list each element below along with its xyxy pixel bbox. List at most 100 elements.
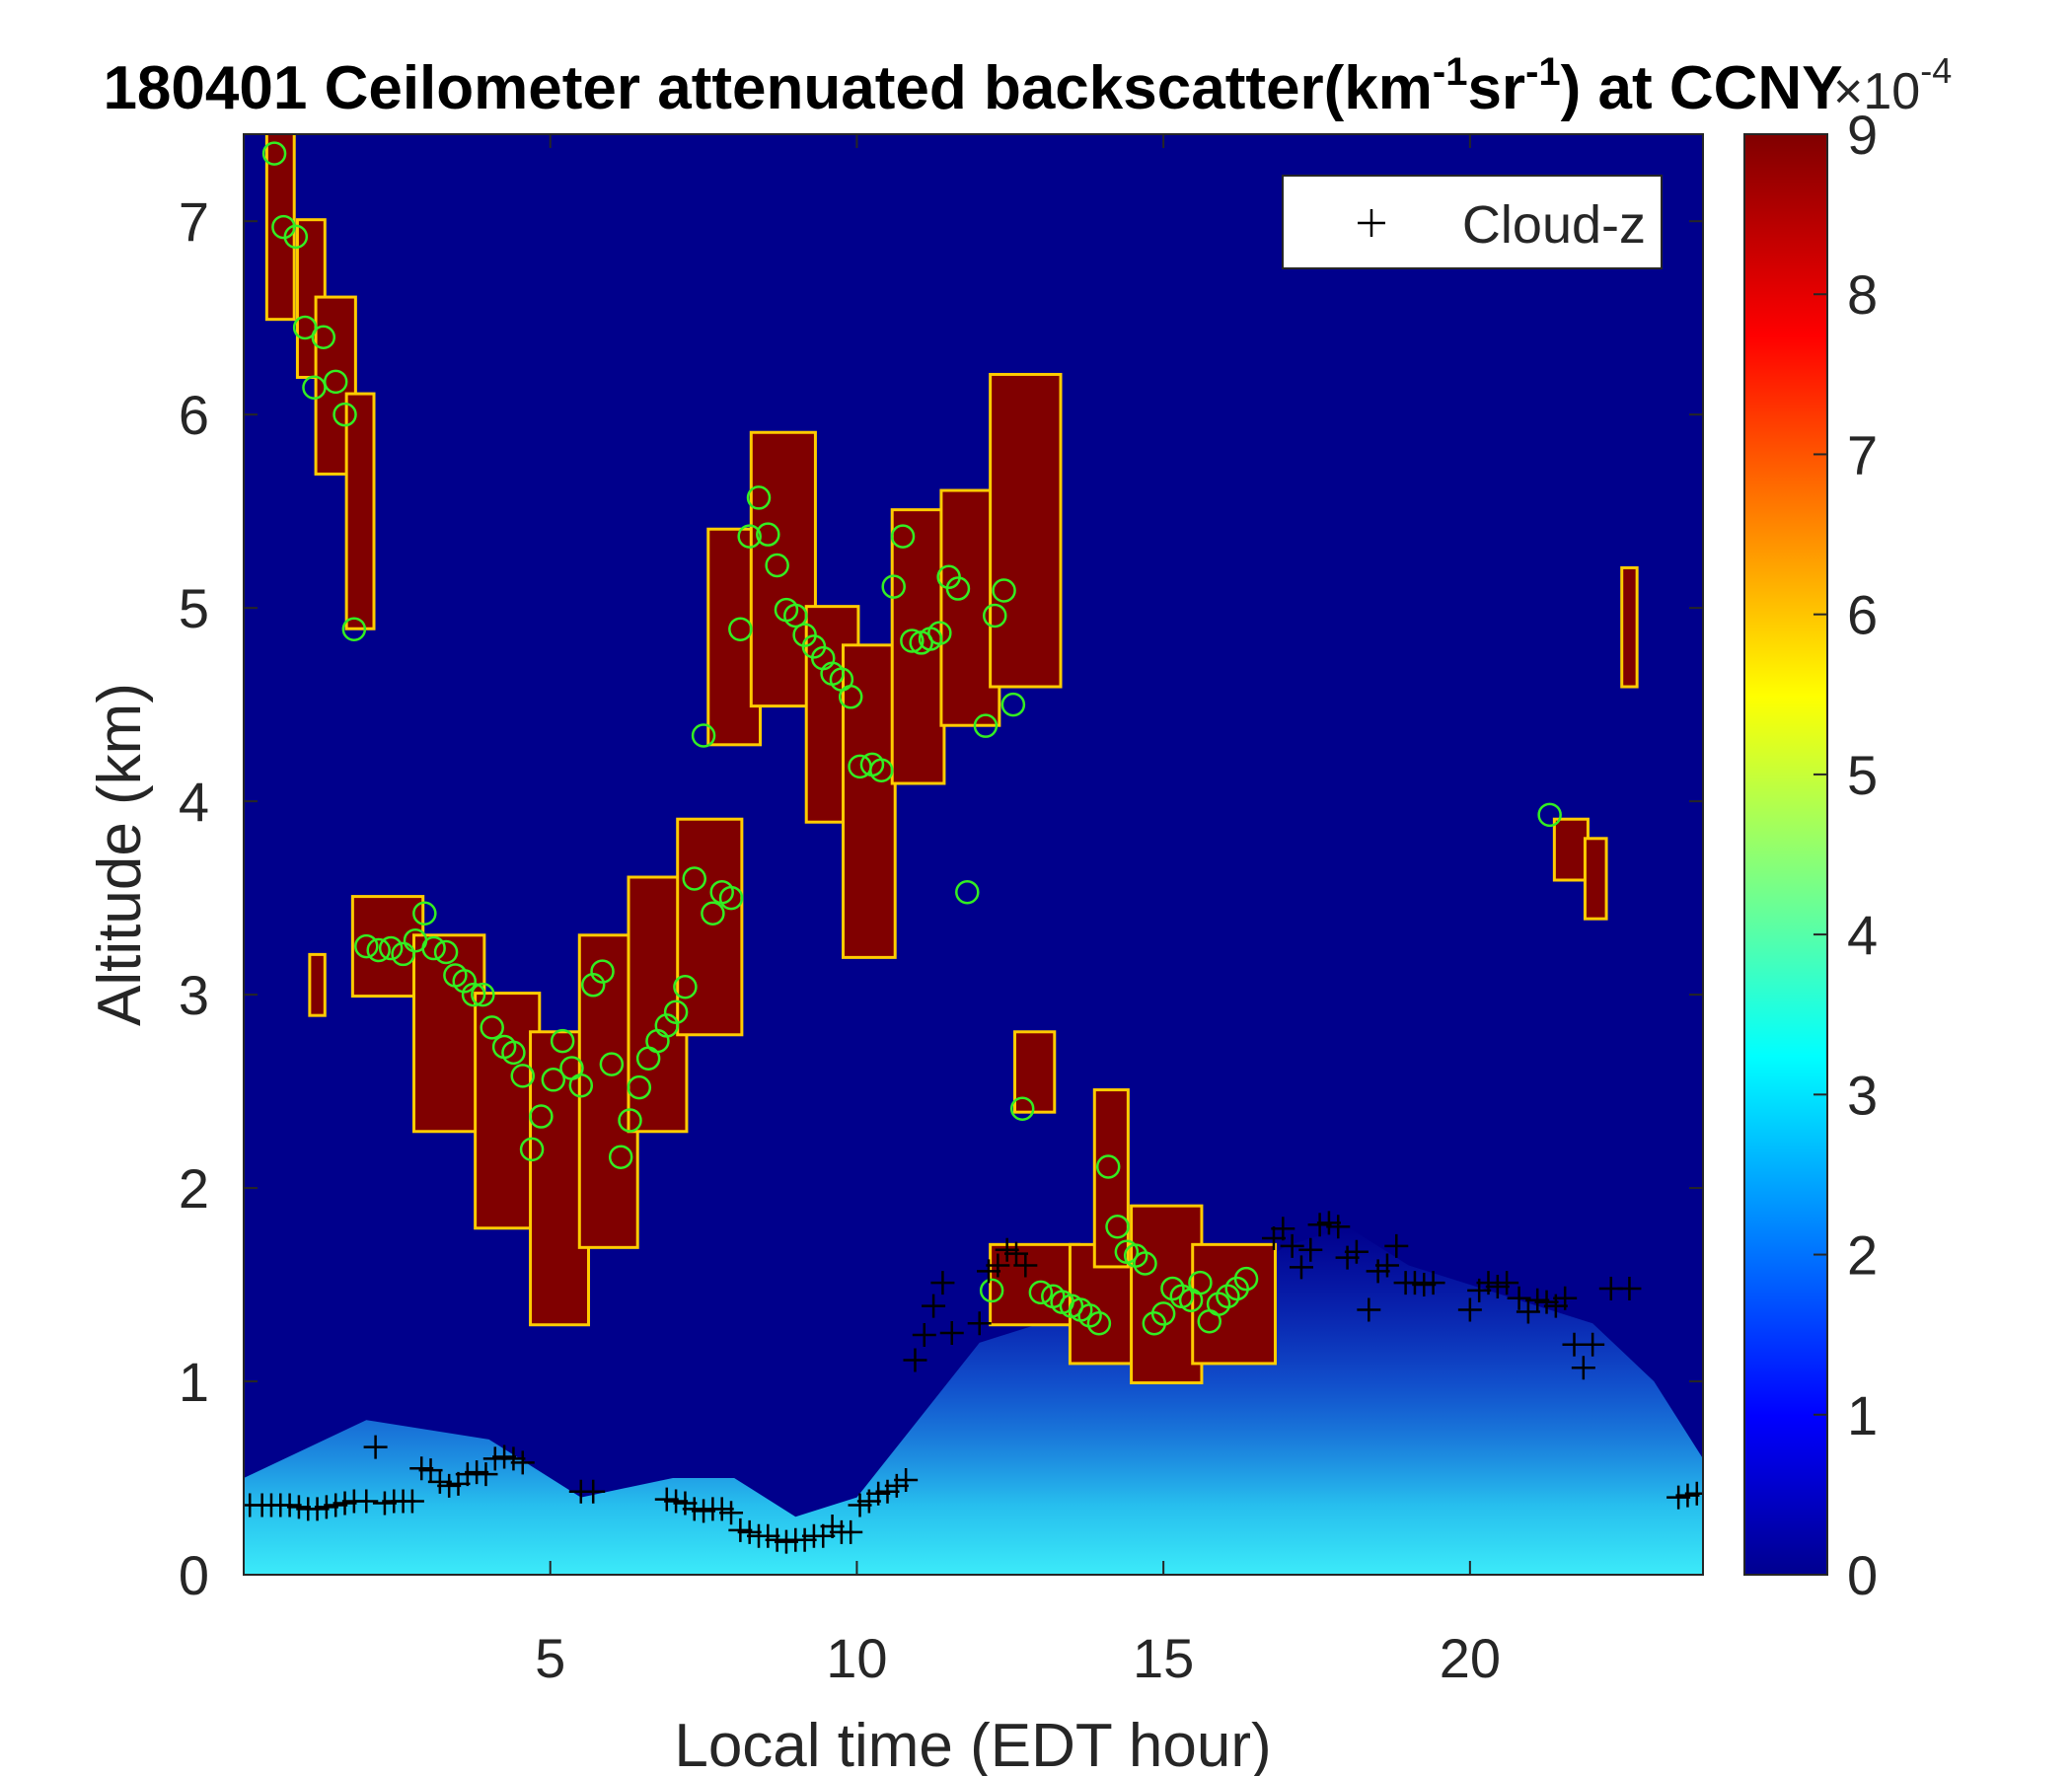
cloud-z-marker <box>314 1495 338 1519</box>
cloud-z-marker <box>654 1487 679 1512</box>
colorbar-tick-label: 3 <box>1847 1064 1878 1126</box>
green-marker <box>900 629 925 653</box>
cloud-z-marker <box>692 1499 716 1523</box>
green-marker <box>945 576 971 601</box>
cloud-z-marker <box>673 1491 698 1516</box>
aerosol-layer <box>244 1226 1703 1575</box>
green-marker <box>510 1064 535 1088</box>
cloud-layer-16 <box>893 511 943 782</box>
cloud-layer-13 <box>752 433 814 705</box>
chart-title: 180401 Ceilometer attenuated backscatter… <box>103 50 1842 122</box>
colorbar-tick-label: 6 <box>1847 584 1878 646</box>
legend: Cloud-z <box>1282 175 1663 269</box>
green-marker <box>452 969 477 994</box>
green-marker <box>302 375 327 400</box>
cloud-z-marker <box>1262 1226 1286 1251</box>
colorbar: 0 1 2 3 4 5 6 7 8 9 ×10-4 <box>1743 50 1952 1606</box>
green-marker <box>654 1013 680 1038</box>
y-tick-label: 0 <box>179 1544 209 1606</box>
green-markers <box>261 141 1562 1336</box>
green-marker <box>756 522 780 547</box>
colorbar-tick-label: 1 <box>1847 1384 1878 1446</box>
green-marker <box>838 685 863 709</box>
y-tick-label: 1 <box>179 1351 209 1413</box>
green-marker <box>701 901 725 926</box>
cloud-z-marker <box>1666 1485 1691 1510</box>
green-marker <box>292 315 318 340</box>
green-marker <box>412 901 437 926</box>
y-axis-label: Altitude (km) <box>86 683 154 1026</box>
cloud-z-marker <box>728 1517 753 1542</box>
cloud-z-marker <box>1366 1259 1390 1284</box>
cloud-z-marker <box>446 1471 471 1496</box>
cloud-z-marker <box>492 1444 517 1469</box>
cloud-z-marker <box>427 1469 452 1494</box>
green-marker <box>461 982 486 1007</box>
green-marker <box>1537 802 1562 828</box>
cloud-layer-18 <box>992 375 1060 686</box>
green-marker <box>391 941 415 967</box>
cloud-z-marker <box>1617 1276 1642 1300</box>
green-marker <box>1133 1251 1157 1276</box>
green-marker <box>283 224 309 250</box>
colorbar-tick-label: 5 <box>1847 744 1878 806</box>
green-marker <box>765 553 789 578</box>
cloud-z-marker <box>333 1491 357 1516</box>
x-axis-label: Local time (EDT hour) <box>674 1712 1271 1776</box>
plot-frame <box>243 133 1704 1576</box>
green-marker <box>1095 1154 1121 1179</box>
cloud-z-marker <box>977 1259 1001 1284</box>
colorbar-exponent: ×10-4 <box>1833 50 1952 120</box>
y-axis: 0 1 2 3 4 5 6 7 <box>179 190 1703 1606</box>
cloud-z-marker <box>1289 1255 1313 1280</box>
cloud-z-marker <box>1553 1286 1578 1310</box>
cloud-z-marker <box>995 1237 1019 1262</box>
cloud-z-marker <box>400 1489 424 1514</box>
legend-box <box>1282 175 1663 269</box>
green-marker <box>973 713 999 738</box>
legend-cloud-z-label: Cloud-z <box>1462 195 1646 255</box>
colorbar-gradient <box>1743 133 1828 1576</box>
cloud-z-marker <box>1412 1273 1437 1297</box>
green-marker <box>541 1068 566 1092</box>
cloud-z-marker <box>1581 1332 1605 1357</box>
cloud-layer-15 <box>845 646 894 956</box>
cloud-layer-8 <box>532 1033 587 1324</box>
cloud-z-marker <box>1271 1217 1295 1241</box>
cloud-z-marker <box>1495 1271 1519 1295</box>
green-marker <box>869 758 894 783</box>
cloud-layer-11 <box>679 820 741 1034</box>
green-marker <box>1028 1280 1054 1305</box>
green-marker <box>955 879 980 905</box>
cloud-z-marker <box>664 1489 689 1514</box>
cloud-z-markers <box>244 1211 1703 1554</box>
green-marker <box>627 1074 652 1100</box>
green-marker <box>599 1052 625 1076</box>
cloud-z-marker <box>719 1501 744 1525</box>
cloud-z-marker <box>1316 1211 1341 1235</box>
x-tick-label: 5 <box>535 1627 565 1689</box>
cloud-z-marker <box>875 1479 900 1504</box>
cloud-z-marker <box>1516 1299 1540 1324</box>
green-marker <box>691 723 716 748</box>
y-tick-label: 6 <box>179 384 209 446</box>
cloud-layer-7 <box>477 995 539 1227</box>
green-marker <box>673 974 698 999</box>
green-marker <box>1086 1310 1112 1336</box>
x-tick-label: 15 <box>1133 1627 1194 1689</box>
x-tick-label: 20 <box>1440 1627 1501 1689</box>
cloud-z-marker <box>372 1491 397 1516</box>
cloud-z-marker <box>1013 1253 1038 1278</box>
x-tick-label: 10 <box>826 1627 887 1689</box>
cloud-z-marker <box>510 1450 535 1475</box>
y-tick-label: 3 <box>179 964 209 1026</box>
green-marker <box>480 1015 504 1040</box>
cloud-z-marker <box>363 1435 388 1459</box>
green-marker <box>783 603 808 629</box>
cloud-z-marker <box>903 1348 927 1372</box>
green-marker <box>890 524 916 549</box>
cloud-layer-23 <box>1133 1207 1201 1382</box>
green-marker <box>421 935 446 961</box>
green-marker <box>501 1040 526 1066</box>
